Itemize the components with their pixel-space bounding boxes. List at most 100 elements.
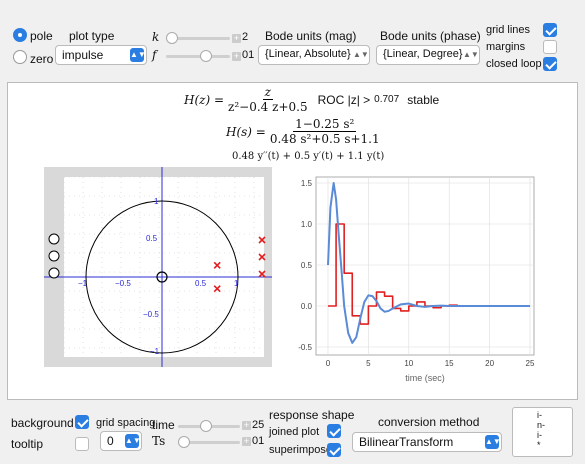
pz-plot-area	[64, 177, 264, 357]
ts-slider-thumb[interactable]	[178, 436, 190, 448]
ts-slider[interactable]	[178, 441, 240, 444]
hs-fraction: 1−0.25 s² 0.48 s²+0.5 s+1.1	[270, 117, 380, 146]
grid-spacing-select[interactable]: 0 ▲▼	[100, 431, 142, 451]
x-tick-label: 25	[526, 359, 535, 368]
time-value: 25	[252, 419, 265, 431]
list-item: i-	[537, 430, 542, 440]
list-item: n-	[537, 420, 546, 430]
x-tick-label: 0	[326, 359, 331, 368]
conversion-method-label: conversion method	[378, 415, 480, 429]
pole-radio[interactable]	[13, 28, 27, 42]
margins-label: margins	[486, 41, 526, 53]
hs-numerator: 1−0.25 s²	[293, 117, 357, 132]
margins-checkbox[interactable]	[543, 40, 557, 54]
zero-marker[interactable]	[156, 271, 168, 283]
zero-radio[interactable]	[13, 50, 27, 64]
roc-value: 0.707	[374, 94, 400, 105]
k-label: k	[152, 30, 160, 44]
y-tick-label: 1.0	[301, 220, 313, 229]
f-value: 01	[242, 49, 255, 61]
spare-zero-marker[interactable]	[48, 250, 60, 262]
chart-x-label: time (sec)	[405, 373, 445, 383]
chevron-updown-icon: ▲▼	[485, 435, 501, 449]
time-expand-icon[interactable]: +	[242, 420, 251, 430]
chart-series	[327, 182, 530, 344]
bode-mag-select[interactable]: {Linear, Absolute} ▲▼	[258, 45, 370, 65]
joined-plot-checkbox[interactable]	[327, 424, 341, 438]
impulse-response-chart: 1.5 1.0 0.5 0.0 -0.5 0 5 10 15 20 25 time (sec)	[298, 176, 535, 383]
roc-text: ROC |z| >	[317, 92, 371, 107]
output-list-box[interactable]: i- n- i- *	[512, 407, 573, 457]
list-item: i-	[537, 410, 542, 420]
superimpose-checkbox[interactable]	[327, 443, 341, 457]
background-checkbox[interactable]	[75, 415, 89, 429]
continuous-response-series	[327, 182, 530, 344]
bode-phase-label: Bode units (phase)	[380, 29, 481, 43]
conversion-method-value: BilinearTransform	[359, 435, 454, 449]
pz-tick-label: 0.5	[146, 234, 158, 243]
spare-pole-marker[interactable]	[258, 236, 266, 244]
chevron-updown-icon: ▲▼	[463, 50, 479, 59]
hz-formula: H(z) = z z²−0.4 z+0.5 ROC |z| > 0.707 st…	[184, 85, 439, 114]
grid-lines-label: grid lines	[486, 24, 531, 36]
spare-pole-marker[interactable]	[258, 270, 266, 278]
hs-formula: H(s) = 1−0.25 s² 0.48 s²+0.5 s+1.1	[226, 117, 380, 146]
conversion-method-select[interactable]: BilinearTransform ▲▼	[352, 432, 502, 452]
grid-lines-checkbox[interactable]	[543, 23, 557, 37]
closed-loop-checkbox[interactable]	[543, 57, 557, 71]
unit-circle	[85, 200, 239, 354]
closed-loop-label: closed loop	[486, 58, 542, 70]
pz-tick-label: 1	[234, 279, 239, 288]
y-tick-label: 1.5	[301, 179, 313, 188]
k-expand-icon[interactable]: +	[232, 33, 241, 43]
plot-type-select[interactable]: impulse ▲▼	[55, 45, 147, 65]
time-label: time	[152, 418, 175, 432]
output-panel: H(z) = z z²−0.4 z+0.5 ROC |z| > 0.707 st…	[7, 82, 578, 400]
tooltip-checkbox[interactable]	[75, 437, 89, 451]
tooltip-label: tooltip	[11, 437, 44, 451]
k-value: 2	[242, 31, 249, 43]
chevron-updown-icon: ▲▼	[130, 48, 146, 62]
chevron-updown-icon: ▲▼	[125, 434, 141, 448]
spare-zero-marker[interactable]	[48, 267, 60, 279]
list-item: *	[537, 440, 541, 450]
pole-marker[interactable]	[213, 261, 221, 269]
f-slider-thumb[interactable]	[200, 50, 212, 62]
x-tick-label: 20	[485, 359, 494, 368]
pz-tick-label: −1	[78, 279, 88, 288]
pole-marker[interactable]	[213, 285, 221, 293]
chart-frame	[315, 176, 535, 356]
pz-tick-label: 1	[154, 197, 159, 206]
time-slider-thumb[interactable]	[200, 420, 212, 432]
pz-tick-label: 0.5	[195, 279, 207, 288]
stable-text: stable	[407, 92, 440, 107]
pole-zero-plot[interactable]: 1 0.5 −0.5 −1 −0.5 0.5 1 −1	[44, 167, 272, 367]
bode-mag-label: Bode units (mag)	[265, 29, 357, 43]
spare-zero-marker[interactable]	[48, 233, 60, 245]
superimpose-label: superimpose	[269, 444, 332, 456]
pz-tick-label: −1	[150, 347, 160, 356]
grid-spacing-label: grid spacing	[96, 417, 156, 429]
f-slider[interactable]	[166, 55, 230, 58]
ts-expand-icon[interactable]: +	[242, 436, 251, 446]
k-slider[interactable]	[166, 37, 230, 40]
y-tick-label: 0.5	[301, 261, 313, 270]
bode-phase-select[interactable]: {Linear, Degree} ▲▼	[376, 45, 480, 65]
hz-fraction: z z²−0.4 z+0.5	[228, 85, 308, 114]
hs-denominator: 0.48 s²+0.5 s+1.1	[269, 132, 380, 146]
ode-formula: 0.48 y′′(t) + 0.5 y′(t) + 1.1 y(t)	[232, 151, 385, 162]
f-label: f	[152, 48, 157, 62]
hz-lhs: H(z) =	[184, 92, 225, 107]
plot-type-value: impulse	[62, 48, 104, 62]
chart-ticks: 1.5 1.0 0.5 0.0 -0.5 0 5 10 15 20 25	[298, 177, 535, 368]
pz-grid	[63, 176, 264, 357]
chevron-updown-icon: ▲▼	[353, 50, 369, 59]
hs-lhs: H(s) =	[226, 124, 266, 139]
x-tick-label: 15	[445, 359, 454, 368]
bode-mag-value: {Linear, Absolute}	[265, 48, 351, 60]
joined-plot-label: joined plot	[269, 426, 320, 438]
spare-pole-marker[interactable]	[258, 253, 266, 261]
grid-spacing-value: 0	[107, 434, 114, 448]
k-slider-thumb[interactable]	[166, 32, 178, 44]
f-expand-icon[interactable]: +	[232, 51, 241, 61]
